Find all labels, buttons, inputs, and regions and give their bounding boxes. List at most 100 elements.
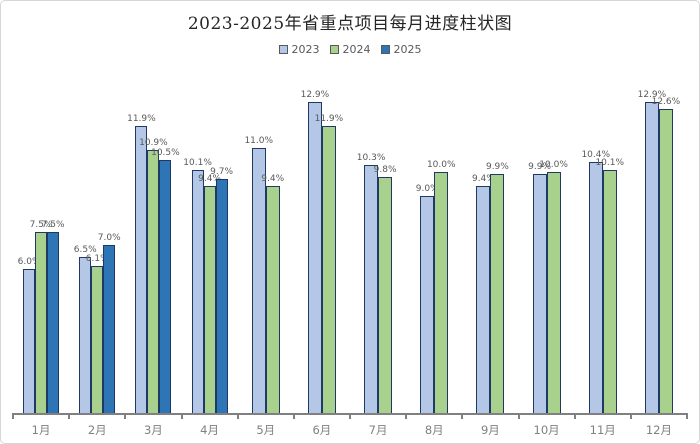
- legend-label: 2024: [342, 43, 371, 56]
- x-axis-label: 10月: [533, 423, 560, 437]
- bar-2023-7月: 10.3%: [357, 153, 385, 414]
- bar-2024-6月: 11.9%: [315, 114, 343, 414]
- bar-value-label: 7.5%: [41, 220, 65, 231]
- bar-cluster: 10.4% 10.1%: [575, 150, 631, 414]
- chart-title: 2023-2025年省重点项目每月进度柱状图: [187, 14, 513, 34]
- x-axis-label: 11月: [589, 423, 616, 437]
- x-axis-tick: [349, 414, 351, 419]
- x-axis-label: 9月: [480, 423, 500, 437]
- bar-2024-5月: 9.4%: [261, 174, 284, 414]
- bar-value-label: 9.7%: [210, 167, 234, 178]
- bar-cluster: 9.0% 10.0%: [406, 160, 462, 414]
- plot-area: 6.0% 7.5% 7.5% 1月 6.5% 6.1% 7.0% 2月 11.9% 10.9% 10…: [12, 63, 688, 437]
- legend-item-2024: 2024: [329, 43, 371, 56]
- x-axis-label: 8月: [424, 423, 444, 437]
- bar-value-label: 9.8%: [373, 165, 397, 176]
- bar-value-label: 9.4%: [471, 174, 495, 185]
- legend-item-2025: 2025: [380, 43, 422, 56]
- x-axis-tick: [180, 414, 183, 419]
- x-axis-tick: [236, 414, 239, 419]
- bar-cluster: 9.9% 10.0%: [519, 160, 575, 414]
- bar-cluster: 12.9% 12.6%: [631, 90, 687, 414]
- bar-2023-3月: 11.9%: [127, 114, 156, 414]
- bar-2024-9月: 9.9%: [486, 162, 509, 414]
- month-group-8月: 9.0% 10.0% 8月: [406, 63, 462, 437]
- bar-cluster: 11.9% 10.9% 10.5%: [125, 114, 181, 414]
- bar-value-label: 10.3%: [356, 153, 386, 164]
- month-group-5月: 11.0% 9.4% 5月: [238, 63, 294, 437]
- x-axis-label: 7月: [368, 423, 388, 437]
- bar-value-label: 9.4%: [198, 174, 222, 185]
- bar-2024-3月: 10.9%: [139, 138, 168, 414]
- x-axis-tick: [517, 414, 520, 419]
- month-group-7月: 10.3% 9.8% 7月: [350, 63, 406, 437]
- legend-label: 2023: [291, 43, 320, 56]
- legend-swatch-2023: [278, 45, 288, 54]
- x-axis-tick: [292, 414, 295, 419]
- x-axis-tick: [124, 414, 127, 419]
- bar-cluster: 9.4% 9.9%: [462, 162, 518, 414]
- x-axis-label: 3月: [143, 423, 163, 437]
- x-axis-tick: [461, 414, 464, 419]
- x-axis-label: 2月: [87, 423, 107, 437]
- bar-value-label: 9.9%: [528, 162, 552, 173]
- bar-cluster: 6.0% 7.5% 7.5%: [13, 220, 69, 414]
- bar-2025-1月: 7.5%: [42, 220, 65, 414]
- bar-2025-2月: 7.0%: [98, 233, 121, 414]
- bar-value-label: 10.4%: [581, 150, 611, 161]
- bar-2023-5月: 11.0%: [244, 136, 273, 414]
- bar-value-label: 10.1%: [595, 158, 625, 169]
- month-group-6月: 12.9% 11.9% 6月: [294, 63, 350, 437]
- bar-2023-9月: 9.4%: [472, 174, 495, 414]
- bar-value-label: 10.1%: [183, 158, 212, 169]
- month-group-12月: 12.9% 12.6% 12月: [631, 63, 687, 437]
- bar-2024-11月: 10.1%: [595, 158, 624, 414]
- month-group-2月: 6.5% 6.1% 7.0% 2月: [69, 63, 125, 437]
- bar-2023-11月: 10.4%: [581, 150, 610, 414]
- legend-swatch-2025: [380, 45, 390, 54]
- bar-value-label: 9.4%: [261, 174, 285, 185]
- bar-cluster: 12.9% 11.9%: [294, 90, 350, 414]
- bar-2023-12月: 12.9%: [638, 90, 666, 414]
- x-axis-tick: [629, 414, 632, 419]
- legend-item-2023: 2023: [278, 43, 320, 56]
- bar-value-label: 11.9%: [127, 114, 156, 125]
- bar-2023-6月: 12.9%: [301, 90, 329, 414]
- bar-2024-4月: 9.4%: [198, 174, 221, 414]
- legend-label: 2025: [393, 43, 422, 56]
- bar-value-label: 10.9%: [139, 138, 168, 149]
- bar-value-label: 6.0%: [17, 257, 41, 268]
- bar-2025-3月: 10.5%: [151, 148, 180, 414]
- x-axis-label: 5月: [256, 423, 276, 437]
- legend: 2023 2024 2025: [1, 43, 699, 56]
- bar-cluster: 11.0% 9.4%: [238, 136, 294, 414]
- bar-value-label: 6.5%: [73, 245, 97, 256]
- month-group-1月: 6.0% 7.5% 7.5% 1月: [13, 63, 69, 437]
- bar-value-label: 7.0%: [97, 233, 121, 244]
- x-axis-tick: [68, 414, 71, 419]
- bar-cluster: 10.3% 9.8%: [350, 153, 406, 414]
- x-axis-label: 12月: [645, 423, 672, 437]
- bar-2023-10月: 9.9%: [528, 162, 551, 414]
- bar-2023-1月: 6.0%: [18, 257, 41, 414]
- x-axis-label: 1月: [31, 423, 51, 437]
- x-axis-tick: [405, 414, 408, 419]
- x-axis-tick: [12, 414, 14, 419]
- bar-2024-8月: 10.0%: [427, 160, 456, 414]
- bar-2023-2月: 6.5%: [74, 245, 97, 414]
- bar-2024-10月: 10.0%: [539, 160, 568, 414]
- x-axis-tick: [686, 414, 688, 419]
- bar-value-label: 12.9%: [300, 90, 330, 101]
- bar-2023-4月: 10.1%: [183, 158, 212, 414]
- bar-value-label: 12.9%: [637, 90, 667, 101]
- x-axis-label: 6月: [312, 423, 332, 437]
- bar-2024-12月: 12.6%: [652, 97, 680, 414]
- x-axis-tick: [573, 414, 576, 419]
- bar-value-label: 9.0%: [415, 184, 439, 195]
- bar-value-label: 10.5%: [151, 148, 180, 159]
- month-group-10月: 9.9% 10.0% 10月: [519, 63, 575, 437]
- x-axis-label: 4月: [200, 423, 219, 437]
- month-group-11月: 10.4% 10.1% 11月: [575, 63, 631, 437]
- bar-value-label: 12.6%: [651, 97, 681, 108]
